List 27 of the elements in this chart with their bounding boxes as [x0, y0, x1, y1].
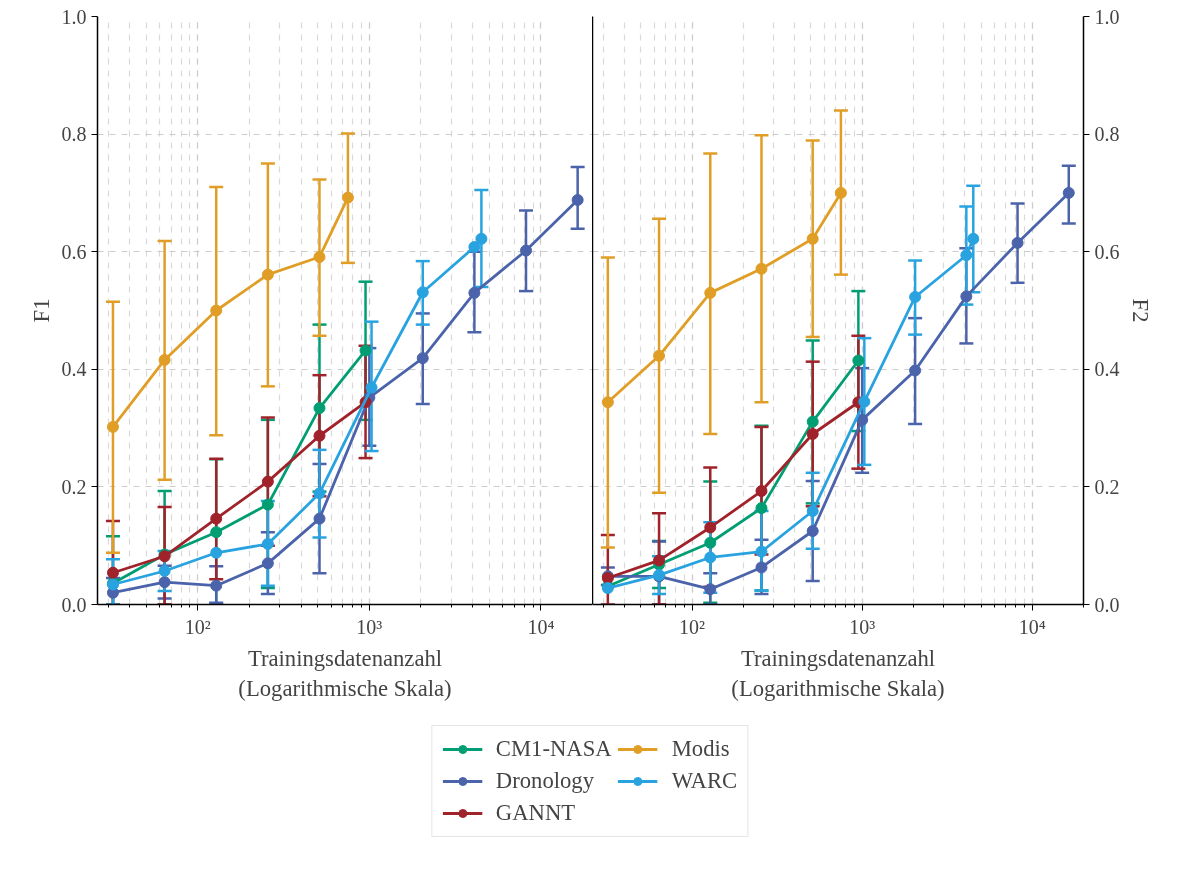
x-tick-label: 10⁴	[527, 615, 555, 638]
y-tick-label: 0.6	[1094, 240, 1120, 263]
y-tick-label: 0.2	[1094, 475, 1120, 498]
y-tick-label: 0.0	[1094, 593, 1120, 616]
x-tick-label: 10²	[184, 615, 211, 638]
x-tick-label: 10³	[849, 615, 876, 638]
x-axis-title: Trainingsdatenanzahl (Logarithmische Skala)	[238, 645, 452, 701]
legend-label: GANNT	[495, 800, 576, 826]
y-axis-title: F1	[28, 298, 54, 323]
legend-label: Modis	[671, 736, 730, 762]
y-tick-label: 1.0	[61, 5, 87, 28]
y-tick-label: 0.0	[61, 593, 87, 616]
legend-label: CM1-NASA	[495, 736, 612, 762]
x-tick-label: 10³	[356, 615, 383, 638]
y-tick-label: 0.6	[61, 240, 87, 263]
y-tick-label: 0.8	[61, 123, 87, 146]
y-tick-label: 0.2	[61, 475, 87, 498]
y-axis-title: F2	[1127, 298, 1153, 323]
y-tick-label: 1.0	[1094, 5, 1120, 28]
x-axis-title: Trainingsdatenanzahl (Logarithmische Skala)	[731, 645, 945, 701]
x-tick-label: 10²	[679, 615, 706, 638]
y-tick-label: 0.4	[61, 358, 87, 381]
x-tick-label: 10⁴	[1018, 615, 1046, 638]
legend-label: WARC	[671, 768, 738, 794]
y-tick-label: 0.4	[1094, 358, 1120, 381]
legend-label: Dronology	[495, 768, 595, 794]
y-tick-label: 0.8	[1094, 123, 1120, 146]
